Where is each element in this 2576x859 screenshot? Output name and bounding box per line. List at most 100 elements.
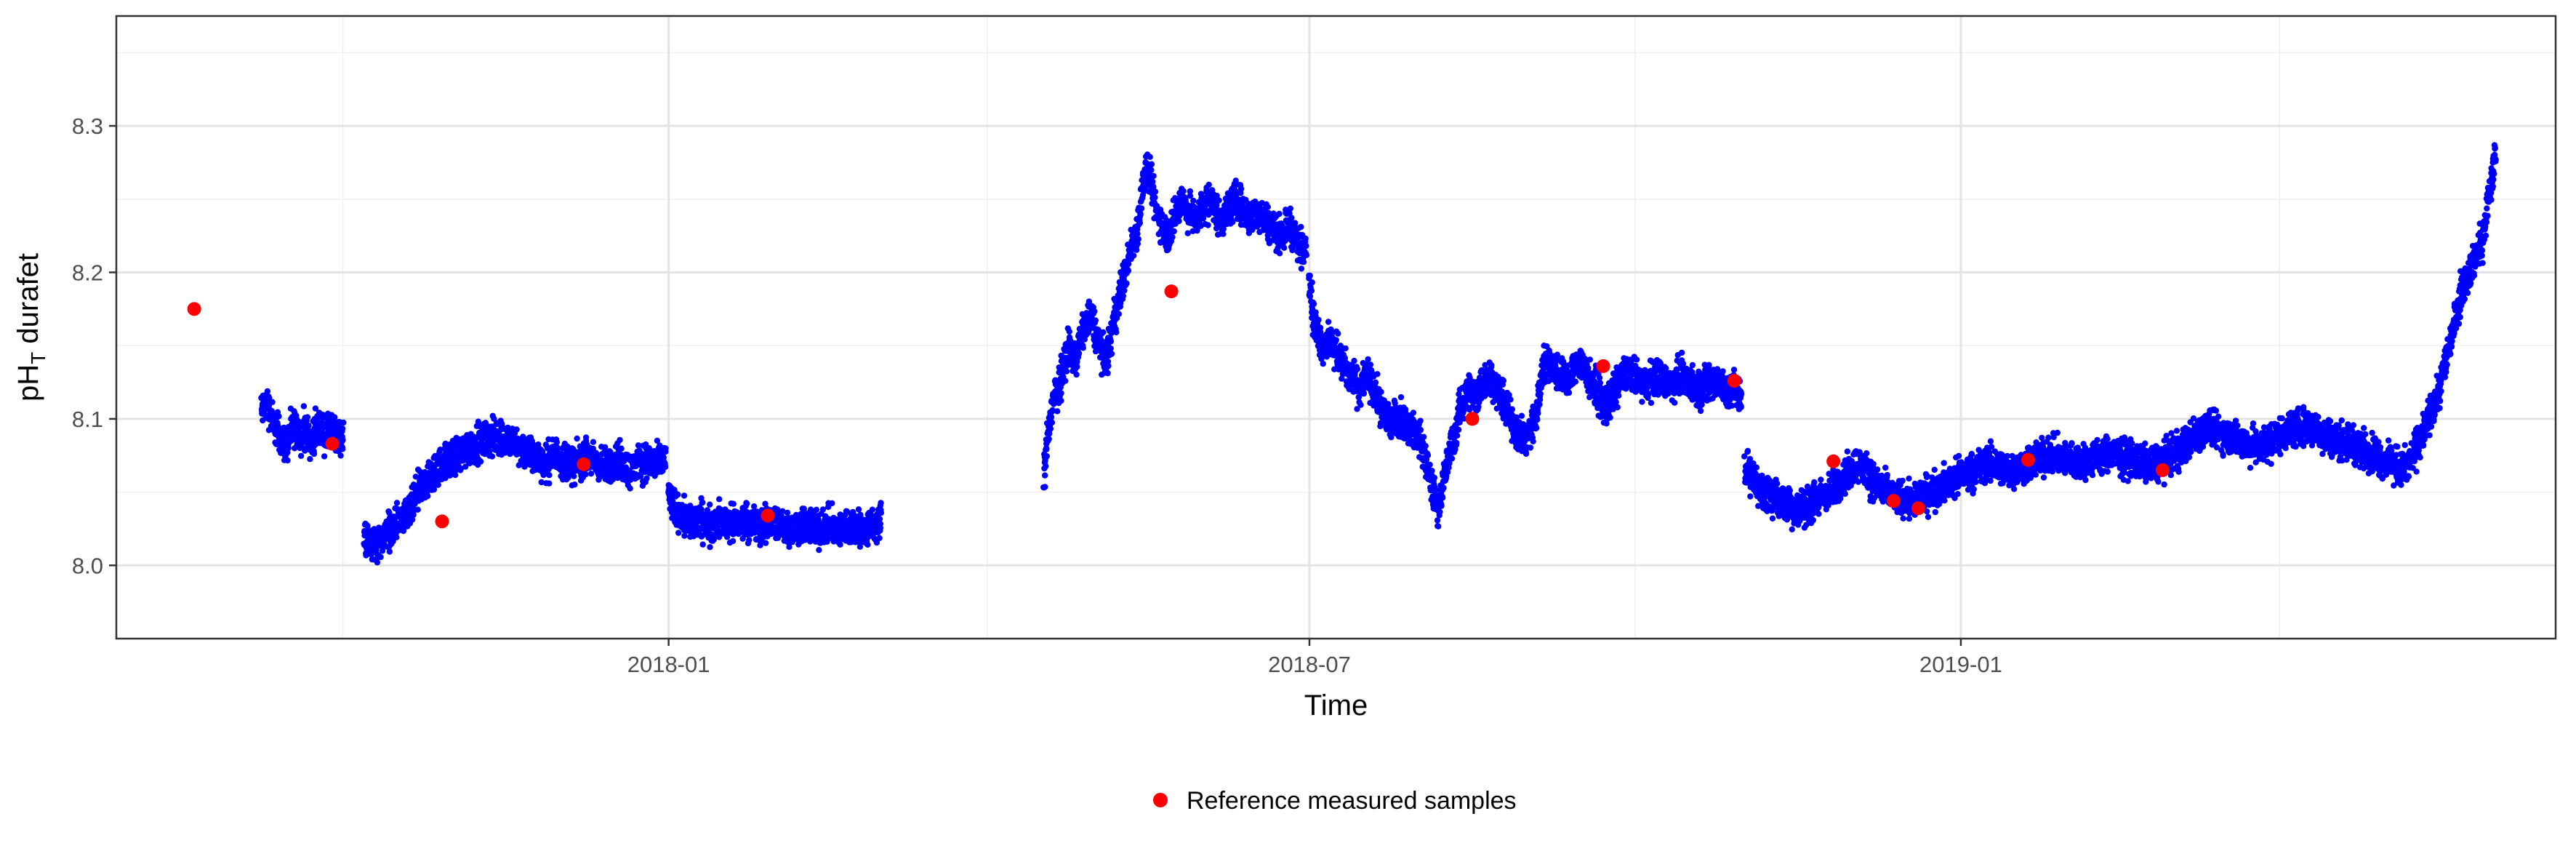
durafet-point [1309,279,1315,286]
durafet-point [1107,345,1114,352]
durafet-point [310,448,317,455]
durafet-point [729,538,737,545]
durafet-point [284,457,291,464]
durafet-point [1287,205,1294,212]
durafet-point [1121,287,1128,294]
durafet-point [1320,360,1326,367]
durafet-point [743,500,750,507]
durafet-point [1148,161,1155,167]
durafet-point [1276,210,1283,217]
durafet-point [425,492,431,500]
durafet-point [1354,366,1361,372]
durafet-point [1105,362,1112,369]
durafet-point [571,473,577,479]
durafet-point [339,438,345,444]
durafet-point [303,417,310,424]
durafet-point [1120,292,1127,300]
durafet-point [816,547,822,554]
durafet-point [374,559,381,566]
durafet-point [1264,204,1272,210]
durafet-point [1378,388,1384,395]
durafet-point [546,472,553,479]
durafet-point [746,537,753,543]
durafet-point [1216,197,1222,204]
durafet-point [1440,495,1446,501]
durafet-point [1048,419,1056,426]
durafet-point [393,500,401,506]
durafet-point [364,523,371,530]
durafet-point [675,530,682,536]
durafet-point [681,492,688,499]
durafet-point [546,480,553,487]
durafet-point [819,506,827,513]
durafet-point [1292,220,1299,226]
durafet-point [513,426,520,433]
durafet-point [1058,390,1064,396]
durafet-point [1134,231,1141,237]
durafet-point [1302,235,1309,242]
durafet-point [340,419,347,426]
durafet-point [462,463,469,470]
durafet-point [300,403,308,409]
durafet-point [1342,345,1349,352]
durafet-point [855,506,862,513]
durafet-point [1150,172,1157,180]
durafet-point [1133,247,1140,253]
durafet-point [1176,217,1182,225]
durafet-point [293,412,300,419]
durafet-point [618,445,625,452]
durafet-point [386,509,393,516]
durafet-point [1058,397,1064,404]
durafet-point [829,500,835,507]
durafet-point [307,455,313,463]
durafet-point [1180,188,1187,195]
durafet-point [813,506,820,513]
durafet-point [1075,350,1083,356]
durafet-point [660,454,667,460]
durafet-point [574,435,580,442]
durafet-point [1448,455,1456,462]
durafet-point [269,399,276,405]
durafet-point [617,436,623,444]
durafet-point [1152,194,1158,201]
durafet-point [1169,233,1176,241]
durafet-point [1417,426,1424,434]
durafet-point [297,452,305,459]
durafet-point [1397,393,1405,401]
durafet-point [1115,311,1123,317]
durafet-point [1190,197,1197,204]
durafet-point [1424,452,1432,459]
durafet-point [442,475,449,482]
durafet-point [1281,244,1288,251]
durafet-point [285,444,292,452]
durafet-point [1100,329,1107,335]
durafet-point [266,394,273,401]
durafet-point [1108,351,1115,357]
durafet-point [730,500,737,507]
durafet-point [339,444,346,451]
durafet-point [1307,293,1314,300]
durafet-point [1147,153,1153,160]
durafet-point [337,452,344,459]
durafet-point [1171,228,1177,235]
durafet-point [1351,357,1357,364]
durafet-point [1333,337,1340,343]
durafet-point [435,482,441,488]
durafet-point [1298,265,1305,272]
durafet-point [750,503,758,510]
durafet-point [1125,268,1132,274]
durafet-point [824,538,830,545]
durafet-point [1091,308,1098,315]
durafet-point [1315,316,1322,323]
durafet-point [489,453,496,460]
durafet-point [1112,326,1119,332]
durafet-point [1365,356,1371,363]
durafet-point [1043,453,1051,460]
durafet-point [1063,368,1070,375]
durafet-point [1288,215,1295,221]
durafet-point [1042,484,1048,490]
durafet-point [409,516,416,523]
durafet-point [1046,436,1052,442]
durafet-point [662,463,669,471]
